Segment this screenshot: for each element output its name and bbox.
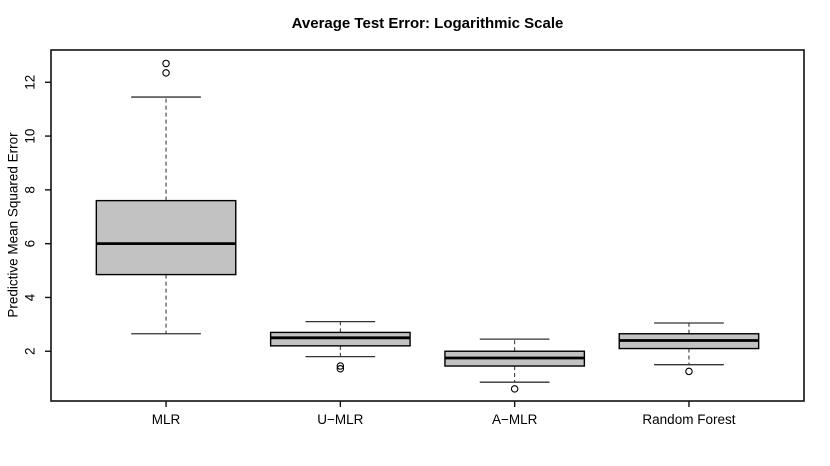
y-tick-label: 4 [23,293,38,301]
plot-frame [50,49,805,402]
outlier-point [685,367,693,376]
y-tick-label: 10 [23,129,38,144]
outlier-point [162,69,170,77]
x-category-label: A−MLR [492,412,538,427]
y-tick-label: 2 [23,347,38,355]
outlier-point [510,385,519,393]
x-category-label: Random Forest [642,412,735,427]
y-tick-label: 8 [23,186,38,194]
y-tick-label: 6 [23,240,38,248]
chart-title: Average Test Error: Logarithmic Scale [291,15,564,32]
box-iqr [95,199,237,276]
y-tick-label: 12 [23,75,38,90]
outlier-point [162,59,170,68]
outlier-point [336,364,345,373]
outlier-point [336,362,345,370]
x-category-label: MLR [152,412,181,427]
x-category-label: U−MLR [317,412,363,427]
